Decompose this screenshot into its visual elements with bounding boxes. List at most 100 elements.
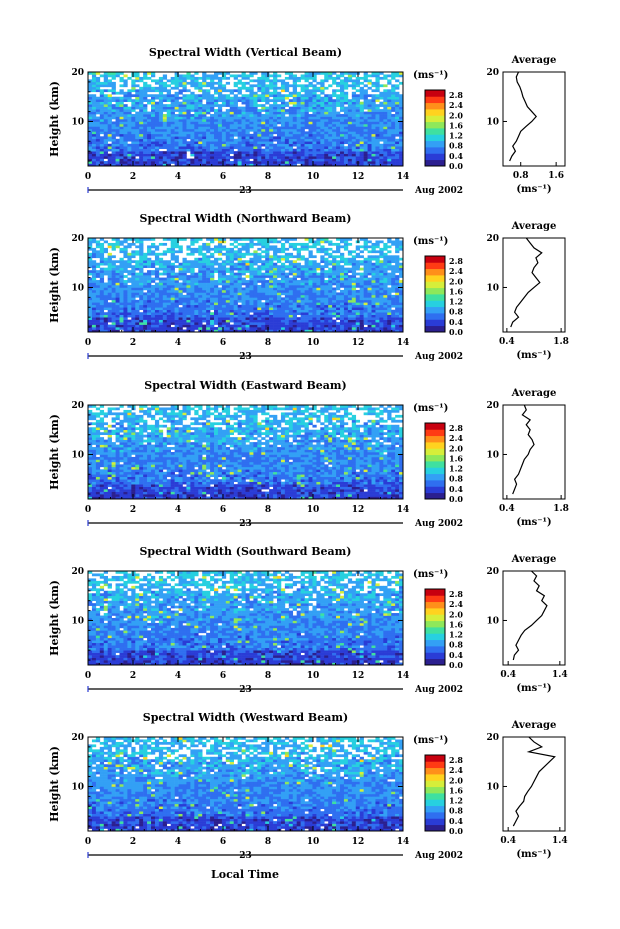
heatmap-cell [91,133,97,137]
heatmap-cell [324,131,329,135]
heatmap-cell [99,153,105,157]
heatmap-cell [249,327,254,330]
heatmap-cell [336,148,341,152]
heatmap-cell [257,287,262,291]
heatmap-cell [324,161,329,164]
heatmap-cell [225,146,231,149]
heatmap-cell [154,314,160,318]
heatmap-cell [151,285,156,288]
heatmap-cell [284,319,290,323]
heatmap-cell [280,136,286,140]
heatmap-cell [355,297,360,301]
heatmap-cell [280,79,286,83]
heatmap-cell [277,324,282,328]
heatmap-cell [332,307,337,311]
heatmap-cell [170,79,175,83]
heatmap-cell [383,96,388,100]
heatmap-cell [158,324,164,328]
heatmap-cell [320,317,325,320]
heatmap-cell [312,324,317,328]
heatmap-cell [214,126,219,130]
heatmap-cell [111,262,116,266]
heatmap-cell [154,324,160,328]
heatmap-cell [363,74,368,78]
heatmap-cell [166,96,171,100]
heatmap-cell [284,272,290,276]
heatmap-cell [131,307,136,311]
heatmap-cell [158,89,164,93]
heatmap-cell [379,299,384,303]
heatmap-cell [257,277,262,281]
heatmap-cell [95,275,101,278]
heatmap-cell [308,101,313,105]
heatmap-cell [245,81,250,85]
heatmap-cell [166,317,171,320]
heatmap-cell [115,299,120,303]
heatmap-cell [253,96,258,100]
heatmap-cell [103,314,108,318]
heatmap-cell [343,275,349,278]
heatmap-cell [324,307,329,311]
heatmap-cell [367,319,372,323]
heatmap-cell [221,285,227,288]
heatmap-cell [324,143,329,147]
heatmap-cell [190,74,195,78]
heatmap-cell [320,146,325,149]
heatmap-cell [383,280,388,283]
heatmap-cell [91,109,97,112]
heatmap-cell [170,111,175,115]
heatmap-cell [123,126,128,130]
heatmap-cell [371,294,376,298]
heatmap-cell [158,280,164,283]
heatmap-cell [91,317,97,320]
heatmap-cell [103,79,108,83]
heatmap-cell [174,322,179,325]
heatmap-cell [304,163,309,167]
heatmap-cell [206,136,211,140]
heatmap-cell [166,294,171,298]
heatmap-cell [131,309,136,313]
heatmap-cell [332,262,337,266]
heatmap-cell [351,119,357,122]
heatmap-cell [292,128,297,132]
heatmap-cell [111,141,116,145]
heatmap-cell [347,324,353,328]
heatmap-cell [265,116,270,120]
heatmap-cell [253,101,258,105]
average-y-tick-label: 10 [486,117,499,127]
heatmap-cell [340,116,345,120]
heatmap-cell [198,265,203,268]
heatmap-cell [135,116,140,120]
heatmap-cell [178,91,183,95]
heatmap-cell [284,148,290,152]
heatmap-cell [166,289,171,293]
heatmap-cell [202,128,207,132]
heatmap-cell [174,302,179,306]
heatmap-cell [379,304,384,308]
heatmap-cell [241,123,246,127]
heatmap-cell [343,141,349,145]
heatmap-cell [190,302,195,306]
heatmap-cell [383,106,388,110]
heatmap-cell [375,79,380,83]
heatmap-cell [363,270,368,273]
heatmap-cell [304,151,309,154]
heatmap-cell [336,275,341,278]
heatmap-cell [383,109,388,112]
heatmap-cell [249,156,254,159]
heatmap-cell [312,104,317,107]
heatmap-cell [206,99,211,102]
heatmap-cell [300,151,305,154]
heatmap-cell [162,121,168,125]
heatmap-cell [186,297,191,301]
heatmap-cell [233,287,238,291]
heatmap-cell [190,106,195,110]
heatmap-cell [194,94,199,98]
heatmap-cell [284,260,290,264]
heatmap-cell [375,104,380,107]
heatmap-cell [351,304,357,308]
heatmap-cell [363,267,368,271]
heatmap-cell [174,121,179,125]
heatmap-cell [139,101,144,105]
heatmap-cell [123,317,128,320]
